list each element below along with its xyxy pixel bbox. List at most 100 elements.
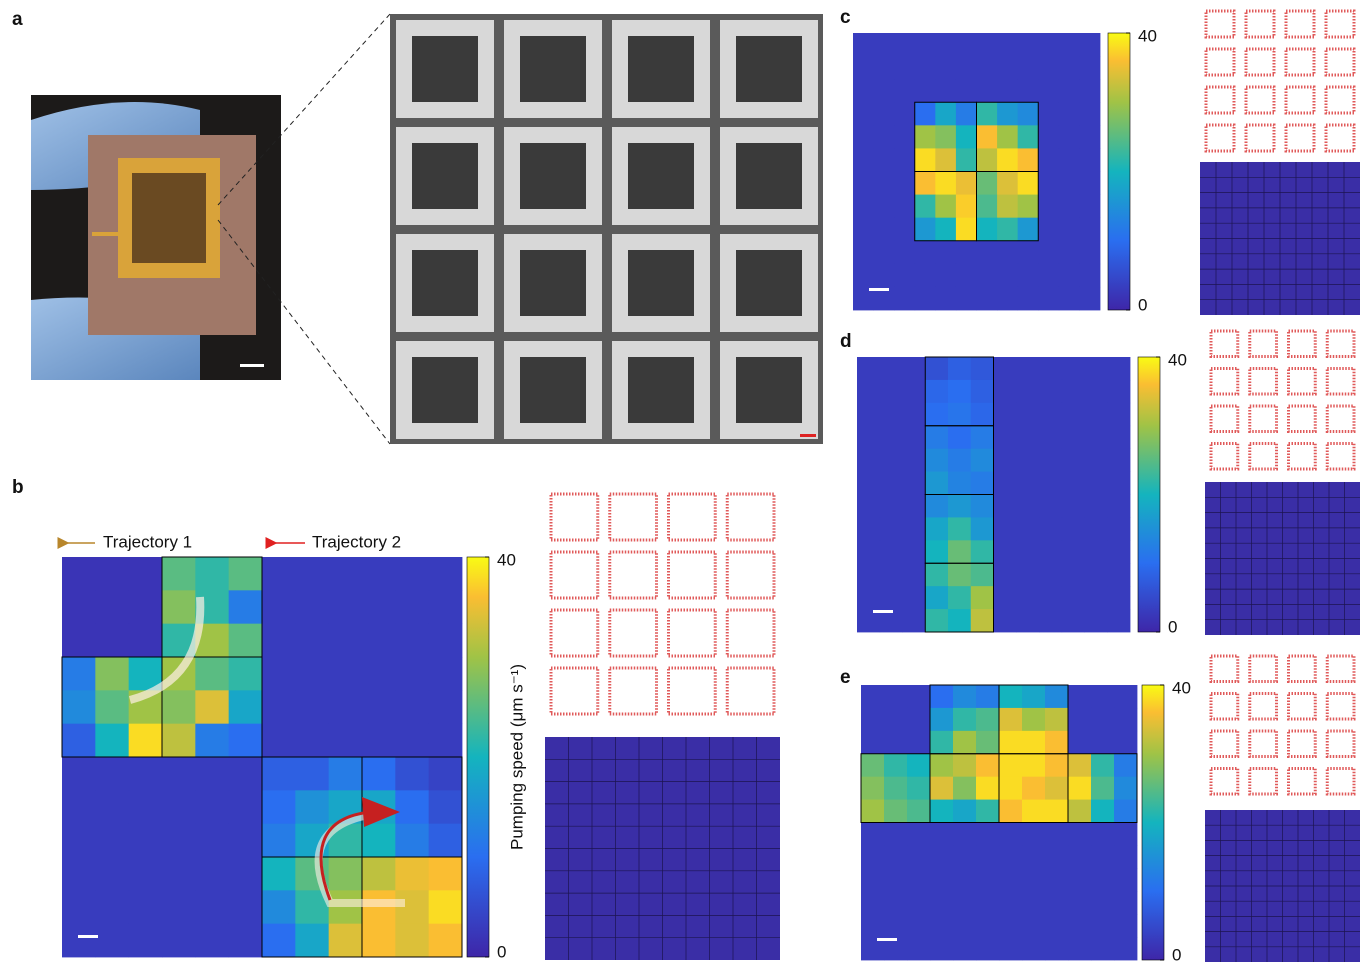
heatmap-cell xyxy=(428,690,463,725)
heatmap-cell xyxy=(935,217,957,242)
heatmap-cell xyxy=(857,425,881,450)
heatmap-cell xyxy=(1079,125,1101,149)
heatmap-cell xyxy=(948,379,972,404)
colorbar-tick-label: 0 xyxy=(497,942,506,961)
heatmap-cell xyxy=(328,590,363,625)
heatmap-cell xyxy=(999,707,1023,732)
heatmap-cell xyxy=(857,471,881,495)
heatmap-cell xyxy=(930,845,954,869)
heatmap-cell xyxy=(1068,685,1092,709)
heatmap-cell xyxy=(1022,730,1046,755)
heatmap-cell xyxy=(62,857,96,891)
heatmap-cell xyxy=(873,240,895,265)
heatmap-cell xyxy=(1091,822,1115,846)
heatmap-cell xyxy=(879,379,903,404)
heatmap-cell xyxy=(262,790,296,825)
heatmap-cell xyxy=(902,402,926,427)
heatmap-cell xyxy=(1068,891,1092,915)
electrode-cell xyxy=(667,550,717,600)
heatmap-cell xyxy=(925,563,949,587)
heatmap-cell xyxy=(970,379,994,404)
heatmap-cell xyxy=(1017,56,1039,80)
electrode-cell xyxy=(1284,9,1316,39)
heatmap-cell xyxy=(1084,471,1108,495)
scale-bar xyxy=(877,938,897,941)
heatmap-cell xyxy=(857,609,881,633)
electrode-cell xyxy=(1209,767,1240,796)
heatmap-cell xyxy=(1107,540,1131,564)
heatmap-cell xyxy=(195,823,230,858)
chamber xyxy=(628,143,694,209)
heatmap-cell xyxy=(1061,563,1085,587)
electrode-cell xyxy=(1248,729,1278,758)
heatmap-cell xyxy=(930,730,954,755)
heatmap-cell xyxy=(1114,868,1138,892)
heatmap-cell xyxy=(907,845,931,869)
heatmap-cell xyxy=(1016,471,1040,495)
heatmap-cell xyxy=(894,217,916,242)
heatmap-cell xyxy=(884,891,908,915)
heatmap-cell xyxy=(955,102,977,126)
heatmap-cell xyxy=(295,723,330,758)
heatmap-cell xyxy=(1079,194,1101,219)
heatmap-cell xyxy=(1079,148,1101,172)
heatmap-cell xyxy=(1084,517,1108,541)
heatmap-cell xyxy=(873,263,895,288)
heatmap-cell xyxy=(894,240,916,265)
heatmap-cell xyxy=(428,857,463,891)
heatmap-cell xyxy=(1114,707,1138,732)
electrode-cell xyxy=(1324,9,1356,39)
heatmap-cell xyxy=(1016,425,1040,450)
heatmap-cell xyxy=(879,609,903,633)
heatmap-cell xyxy=(1084,448,1108,472)
chamber xyxy=(628,36,694,102)
heatmap-cell xyxy=(362,757,396,791)
heatmap-cell xyxy=(976,685,1000,709)
heatmap-cell xyxy=(976,240,998,265)
heatmap-cell xyxy=(228,657,263,691)
heatmap-cell xyxy=(1068,822,1092,846)
heatmap-cell xyxy=(195,723,230,758)
heatmap-cell xyxy=(128,723,163,758)
electrode-cell xyxy=(1325,442,1356,471)
heatmap-cell xyxy=(228,590,263,625)
heatmap-cell xyxy=(1045,776,1069,800)
heatmap-cell xyxy=(1091,868,1115,892)
heatmap-cell xyxy=(328,857,363,891)
heatmap-cell xyxy=(128,823,163,858)
heatmap-cell xyxy=(902,379,926,404)
micrograph xyxy=(390,14,823,444)
heatmap-cell xyxy=(62,557,96,591)
heatmap-cell xyxy=(953,776,977,800)
heatmap-cell xyxy=(262,557,296,591)
heatmap-cell xyxy=(976,33,998,57)
heatmap-cell xyxy=(935,102,957,126)
heatmap-cell xyxy=(894,194,916,219)
chamber xyxy=(628,250,694,316)
heatmap-cell xyxy=(1084,379,1108,404)
electrode-cell xyxy=(1325,767,1356,796)
heatmap-cell xyxy=(861,753,885,778)
heatmap-cell xyxy=(861,937,885,961)
heatmap-cell xyxy=(935,194,957,219)
heatmap-cell xyxy=(953,799,977,823)
heatmap-cell xyxy=(1045,914,1069,938)
heatmap-cell xyxy=(894,125,916,149)
heatmap-cell xyxy=(997,33,1019,57)
heatmap-cell xyxy=(1084,494,1108,518)
heatmap-cell xyxy=(1061,471,1085,495)
heatmap-cell xyxy=(894,33,916,57)
heatmap-cell xyxy=(162,923,196,958)
heatmap-cell xyxy=(1068,914,1092,938)
heatmap-cell xyxy=(976,730,1000,755)
heatmap-cell xyxy=(861,845,885,869)
heatmap-cell xyxy=(953,937,977,961)
heatmap-cell xyxy=(1022,868,1046,892)
heatmap-cell xyxy=(1107,471,1131,495)
heatmap-cell xyxy=(1061,357,1085,381)
heatmap-cell xyxy=(1079,56,1101,80)
heatmap-cell xyxy=(853,148,874,172)
colorbar-tick-label: 40 xyxy=(1168,350,1187,369)
heatmap-cell xyxy=(993,425,1017,450)
scale-bar xyxy=(869,288,889,291)
